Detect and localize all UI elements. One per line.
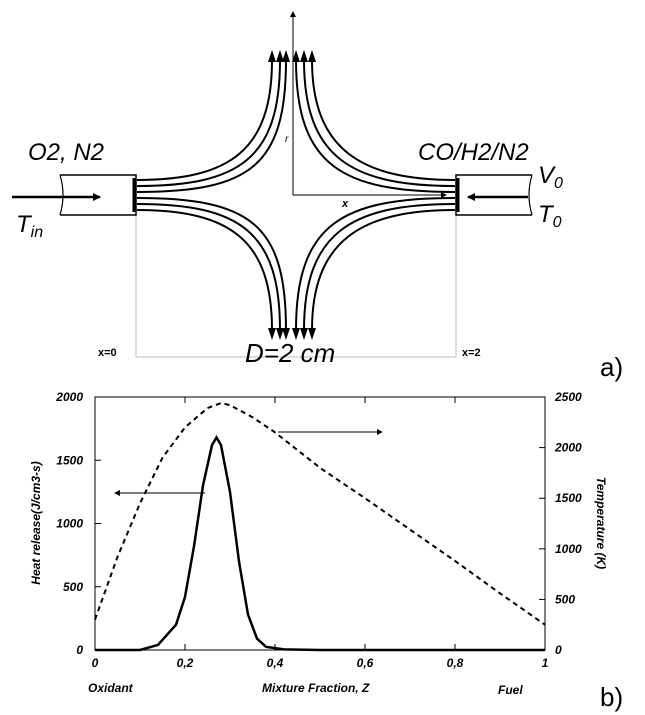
outlet-arrowheads: [268, 50, 316, 340]
y-tick-label: 0: [76, 643, 83, 657]
panel-a-label: a): [600, 352, 623, 382]
y2-tick-label: 0: [555, 643, 562, 657]
y2-tick-label: 2000: [554, 441, 582, 455]
y2-tick-label: 1500: [555, 491, 582, 505]
y2-tick-label: 2500: [554, 390, 582, 404]
y-tick-label: 500: [63, 580, 83, 594]
r-axis-label: r: [285, 134, 289, 145]
right-inlet-species-label: CO/H2/N2: [418, 139, 529, 166]
fuel-label: Fuel: [498, 683, 523, 697]
x-axis-label: x: [341, 198, 349, 210]
y2-tick-label: 500: [555, 592, 575, 606]
y2-axis-label: Temperature (K): [594, 477, 608, 569]
oxidant-label: Oxidant: [88, 681, 134, 695]
plot-frame: [94, 396, 546, 651]
panel-a-diagram: O2, N2 CO/H2/N2 Tin V0 T0 r x x=0 x=2 D=…: [12, 11, 623, 382]
x-axis-title: Mixture Fraction, Z: [262, 681, 370, 695]
left-nozzle: [59, 174, 137, 216]
x-tick-label: 0,4: [267, 656, 284, 670]
x-tick-label: 0,6: [357, 656, 374, 670]
tick-marks: [94, 396, 546, 651]
panel-b-chart: 0 0,2 0,4 0,6 0,8 105001000150020000500100015…: [29, 390, 623, 712]
x-tick-label: 0,2: [177, 656, 194, 670]
left-temperature-label: Tin: [16, 211, 43, 241]
y-tick-label: 2000: [55, 390, 83, 404]
gap-label: D=2 cm: [245, 338, 335, 368]
tick-labels: 0 0,2 0,4 0,6 0,8 105001000150020000500100015…: [55, 390, 582, 670]
left-inlet-species-label: O2, N2: [28, 139, 104, 166]
x-tick-label: 0: [92, 656, 99, 670]
x-tick-label: 1: [542, 656, 549, 670]
y-axis-label: Heat release(J/cm3-s): [29, 461, 43, 584]
streamlines: [136, 59, 456, 331]
right-temperature-label: T0: [538, 201, 562, 231]
left-position-label: x=0: [98, 347, 117, 359]
right-velocity-label: V0: [538, 162, 563, 192]
y-tick-label: 1500: [56, 453, 83, 467]
right-nozzle: [455, 174, 533, 216]
heat-release-curve: [95, 435, 545, 652]
temperature-curve: [94, 402, 546, 626]
y2-tick-label: 1000: [555, 542, 582, 556]
y-tick-label: 1000: [56, 517, 83, 531]
x-tick-label: 0,8: [447, 656, 464, 670]
right-position-label: x=2: [462, 347, 481, 359]
panel-b-label: b): [600, 682, 623, 712]
